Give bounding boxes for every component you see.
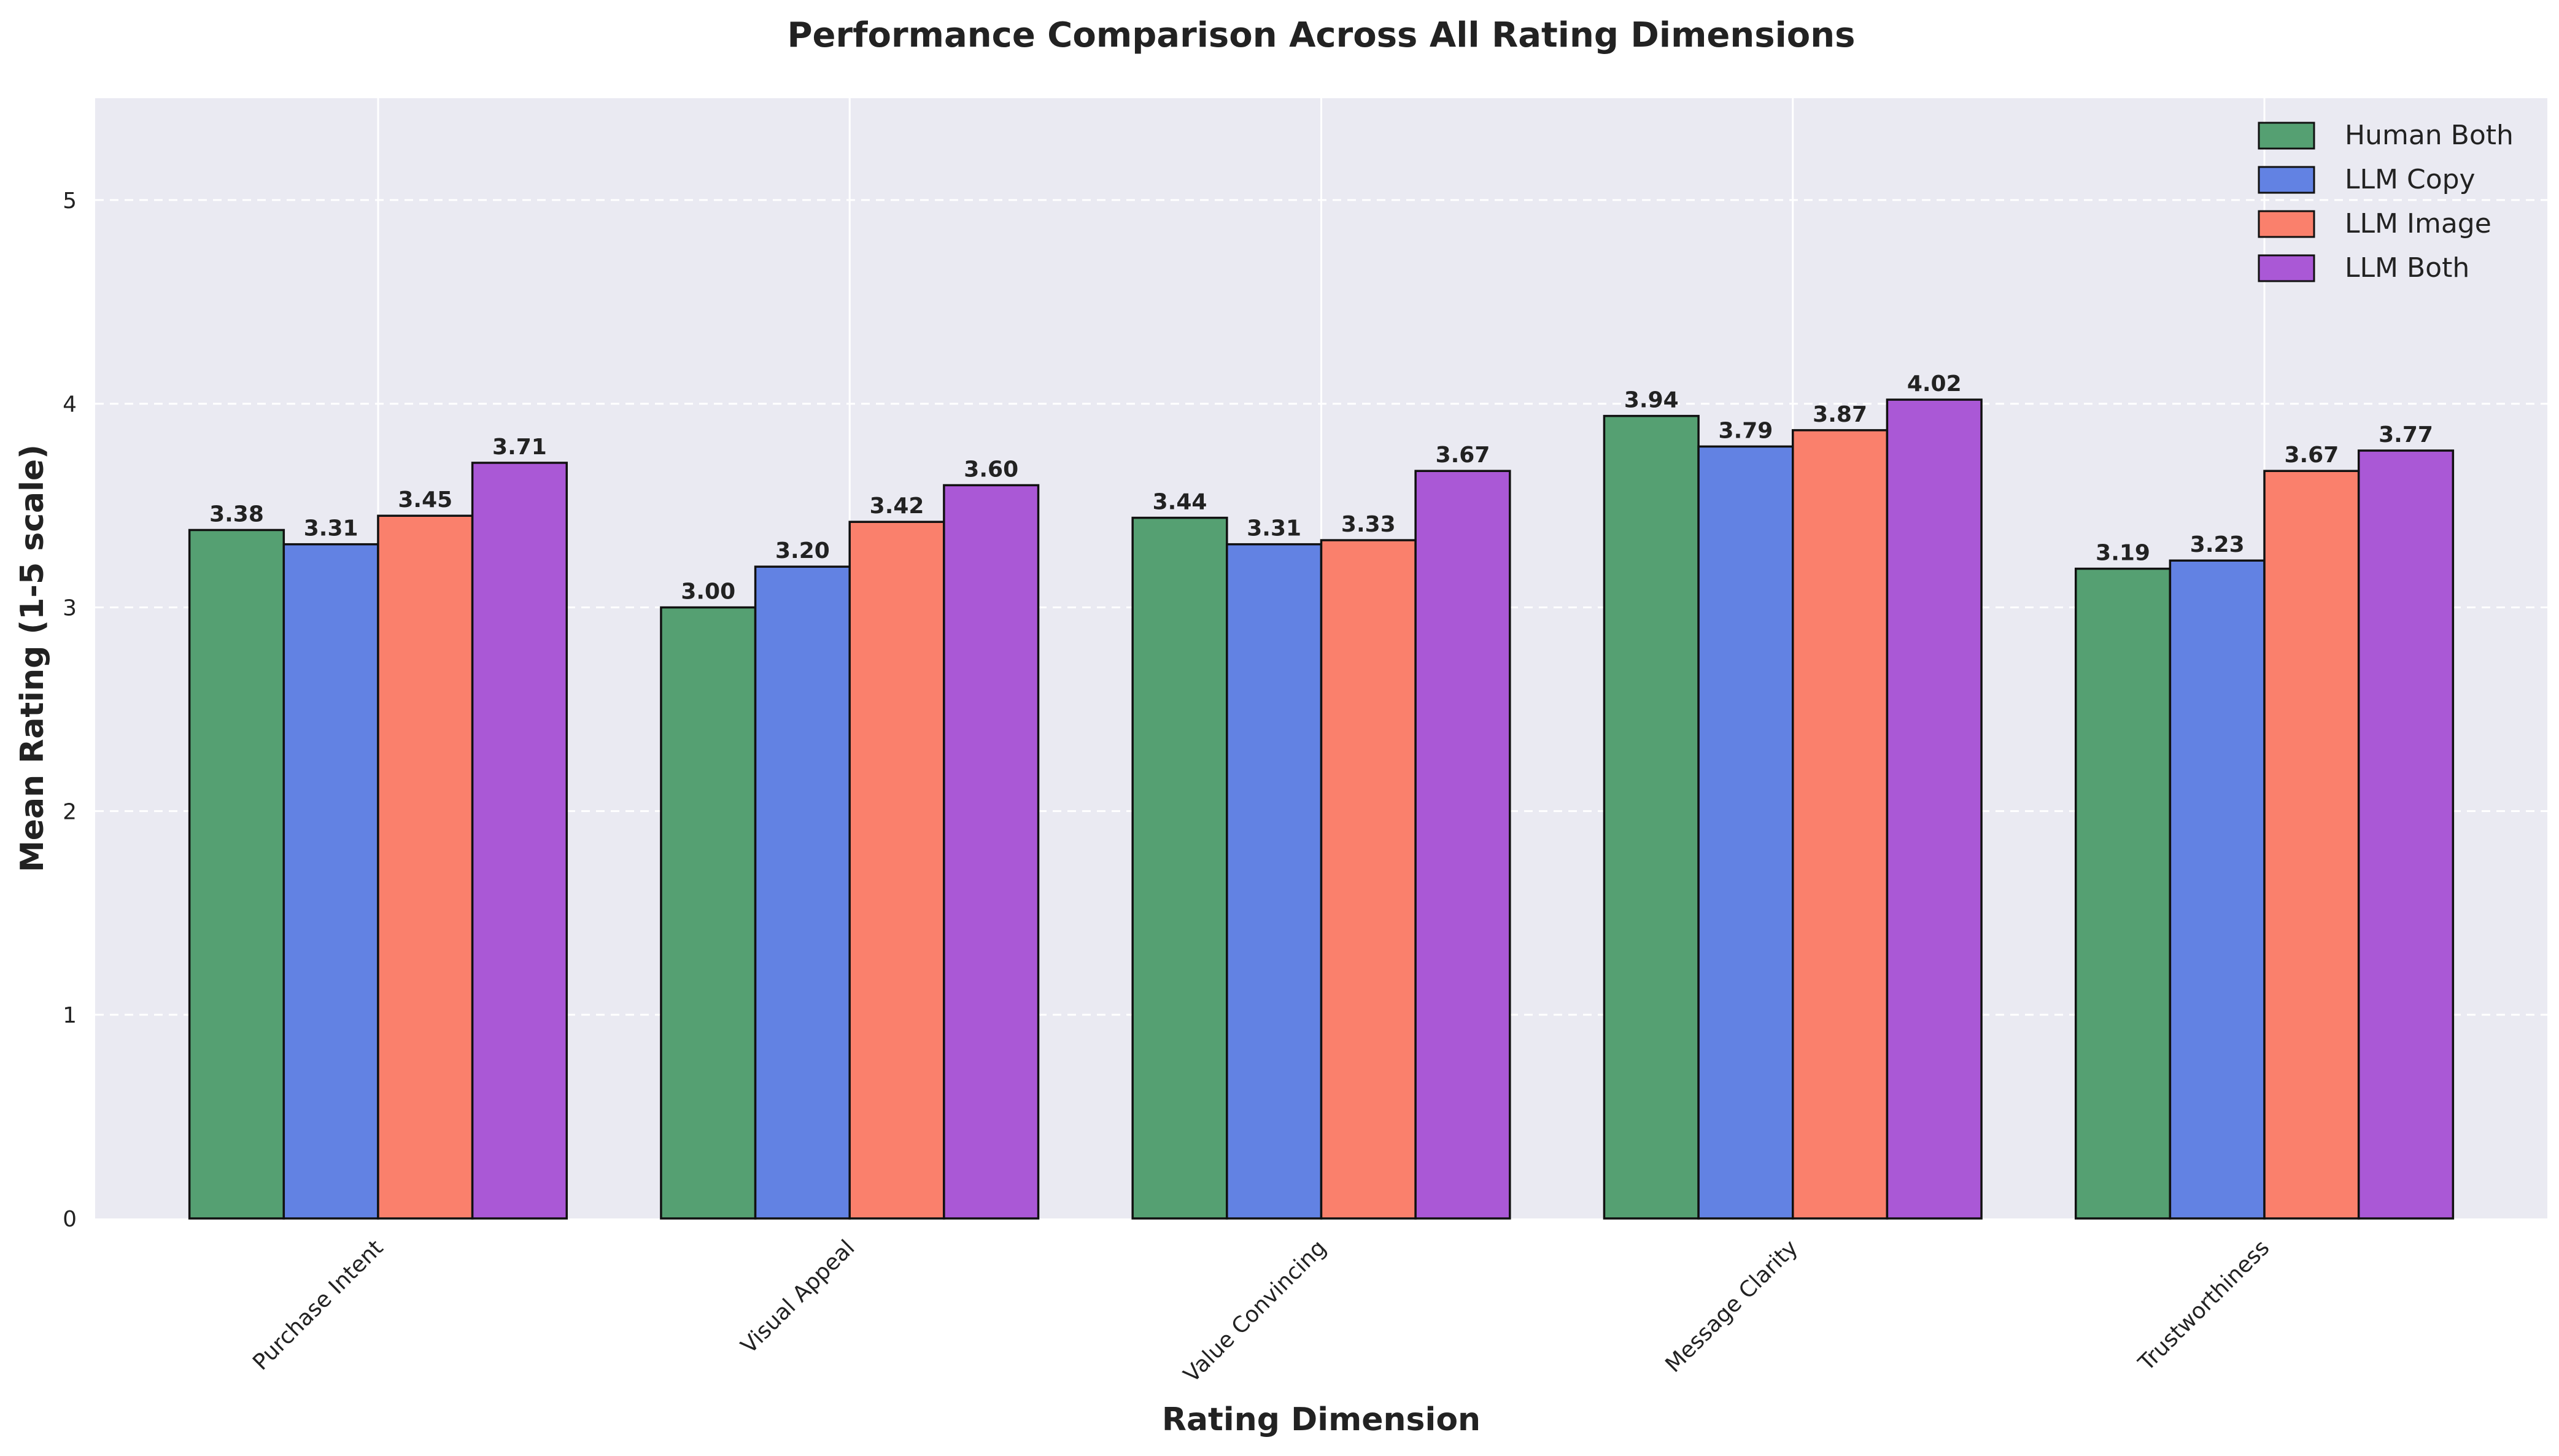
bar <box>2169 559 2266 1220</box>
x-ticks: Purchase Intent Visual Appeal Value Convin… <box>248 1235 2274 1387</box>
legend-swatch <box>2258 210 2315 238</box>
bar <box>754 565 851 1220</box>
bar-value-label: 3.19 <box>2096 541 2150 566</box>
bar <box>1320 539 1417 1220</box>
y-tick-label: 0 <box>63 1207 77 1232</box>
legend-label: LLM Image <box>2345 208 2491 239</box>
bar <box>1131 516 1228 1220</box>
y-axis-label: Mean Rating (1-5 scale) <box>14 444 51 872</box>
legend-label: LLM Both <box>2345 252 2469 284</box>
bar-value-label: 3.38 <box>209 501 264 527</box>
legend-label: Human Both <box>2345 120 2514 151</box>
bar <box>1414 470 1511 1220</box>
bar-value-label: 3.67 <box>2284 443 2339 468</box>
x-tick-label: Message Clarity <box>1660 1235 1803 1377</box>
legend: Human Both LLM Copy LLM Image LLM Both <box>2258 120 2514 284</box>
bar-value-label: 3.71 <box>492 435 547 460</box>
bar-value-label: 3.33 <box>1341 512 1396 537</box>
legend-swatch <box>2258 122 2315 150</box>
bar <box>2357 449 2455 1220</box>
bars <box>188 398 2455 1220</box>
bar <box>848 521 945 1220</box>
bar-value-label: 3.23 <box>2190 532 2245 557</box>
bar <box>2263 470 2360 1220</box>
bar-value-label: 3.44 <box>1153 490 1207 515</box>
bar-value-label: 3.31 <box>1247 516 1301 541</box>
x-tick-label: Value Convincing <box>1179 1235 1331 1387</box>
bar <box>188 529 285 1220</box>
bar-value-label: 3.94 <box>1624 388 1679 413</box>
y-ticks: 0 1 2 3 4 5 <box>63 188 77 1232</box>
y-tick-label: 5 <box>63 188 77 214</box>
bar-value-label: 3.60 <box>964 457 1018 482</box>
chart-title: Performance Comparison Across All Rating… <box>788 15 1856 55</box>
bar-value-label: 3.31 <box>304 516 358 541</box>
bar <box>2074 567 2172 1220</box>
bar <box>1792 429 1889 1220</box>
bar <box>1886 398 1983 1220</box>
x-tick-label: Trustworthiness <box>2134 1235 2275 1376</box>
bar-value-label: 3.20 <box>775 538 830 563</box>
bar-value-label: 3.00 <box>681 579 735 605</box>
bar <box>943 484 1040 1220</box>
bar-value-label: 3.79 <box>1719 418 1773 443</box>
bar-value-label: 3.42 <box>870 494 924 519</box>
y-tick-label: 1 <box>63 1003 77 1028</box>
bar <box>282 543 379 1220</box>
bar <box>1226 543 1323 1220</box>
value-labels: 3.38 3.00 3.44 3.94 3.19 3.31 3.20 3.31 3.79 3.23… <box>209 371 2433 604</box>
y-tick-label: 4 <box>63 392 77 417</box>
y-tick-label: 3 <box>63 596 77 621</box>
bar <box>1603 414 1700 1220</box>
bar-value-label: 3.87 <box>1813 402 1867 427</box>
bar-value-label: 4.02 <box>1907 371 1962 397</box>
bar <box>471 462 568 1220</box>
bar <box>660 606 757 1220</box>
legend-swatch <box>2258 166 2315 194</box>
legend-label: LLM Copy <box>2345 164 2476 195</box>
y-tick-label: 2 <box>63 799 77 824</box>
bar <box>377 514 474 1220</box>
x-axis-label: Rating Dimension <box>1162 1401 1481 1438</box>
bar-value-label: 3.67 <box>1436 443 1490 468</box>
bar-value-label: 3.77 <box>2379 422 2433 447</box>
x-tick-label: Purchase Intent <box>248 1235 388 1375</box>
legend-swatch <box>2258 254 2315 282</box>
bar-value-label: 3.45 <box>398 487 452 513</box>
bar <box>1697 445 1794 1220</box>
x-tick-label: Visual Appeal <box>736 1235 859 1358</box>
